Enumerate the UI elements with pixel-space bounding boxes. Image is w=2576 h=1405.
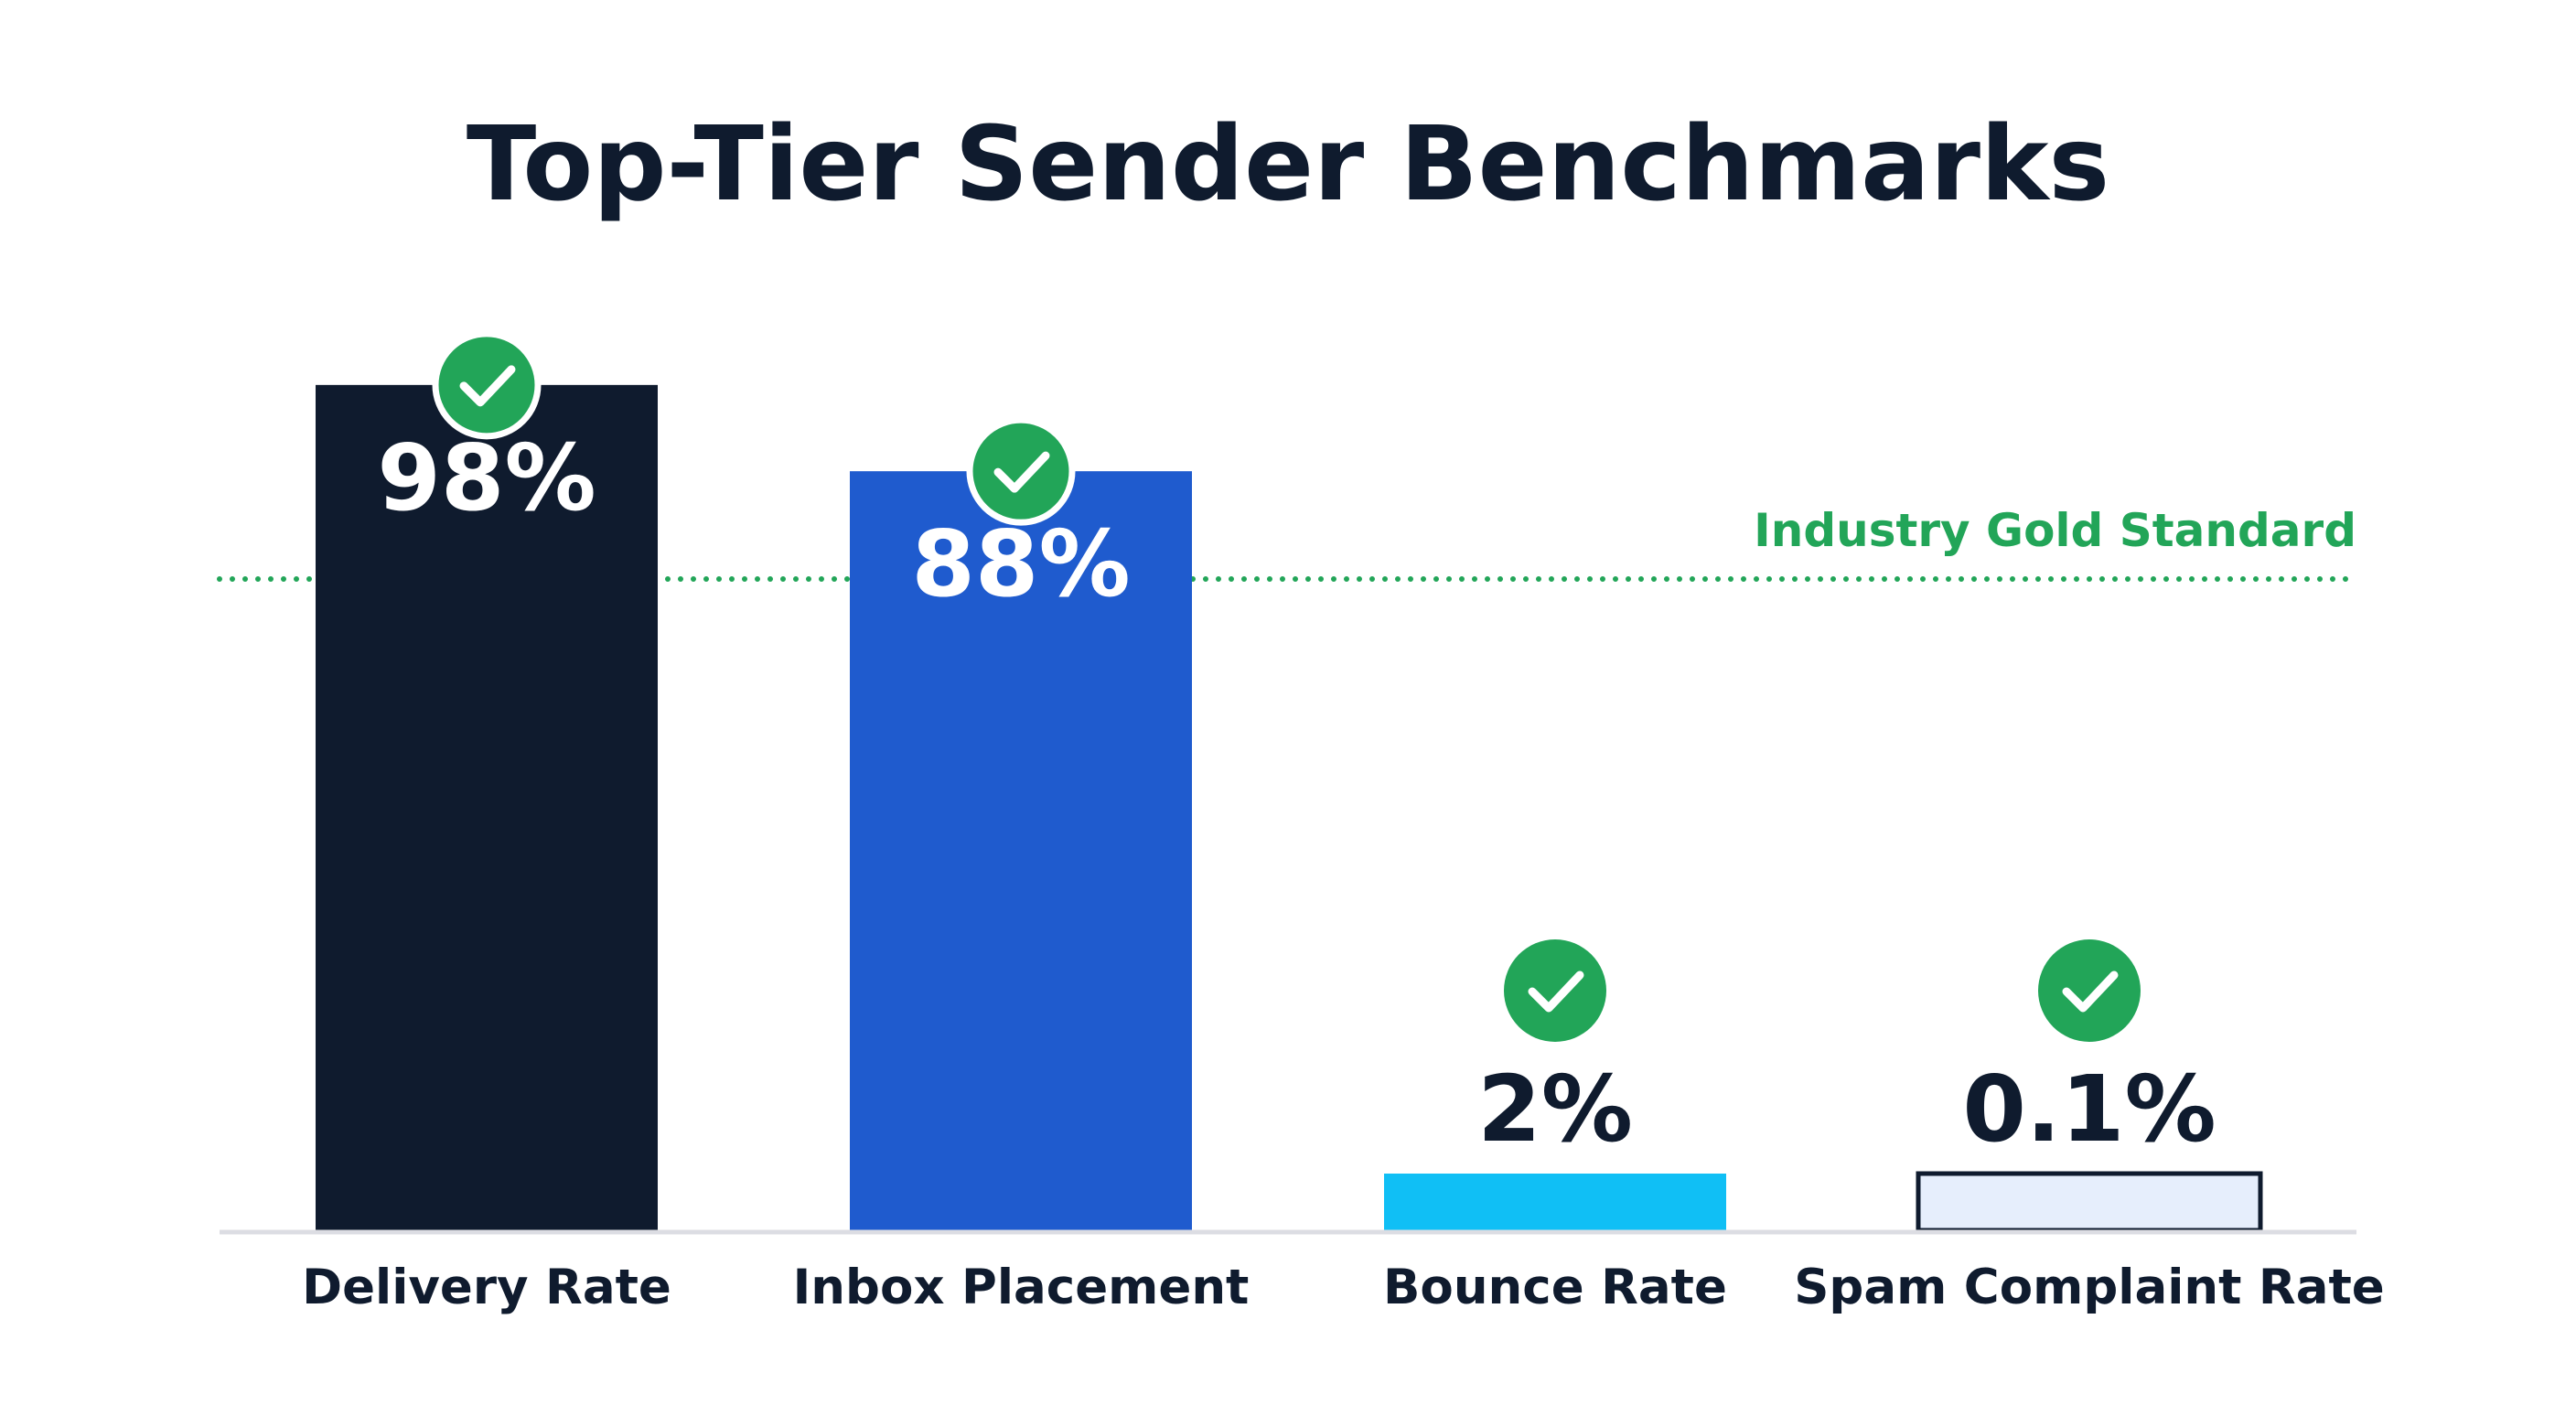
check-circle-icon xyxy=(966,416,1076,526)
check-circle-icon xyxy=(432,330,542,440)
check-badges xyxy=(432,330,2141,1042)
bar-bounce-rate xyxy=(1384,1174,1726,1230)
chart-title: Top-Tier Sender Benchmarks xyxy=(467,105,2109,224)
value-label-inbox-placement: 88% xyxy=(911,510,1130,617)
category-label-spam-complaint-rate: Spam Complaint Rate xyxy=(1794,1260,2385,1315)
reference-line-label: Industry Gold Standard xyxy=(1754,504,2356,557)
value-label-delivery-rate: 98% xyxy=(377,424,596,531)
value-label-spam-complaint-rate: 0.1% xyxy=(1962,1056,2216,1163)
check-circle-icon xyxy=(2038,939,2141,1042)
bar-delivery-rate xyxy=(316,384,658,1230)
bar-spam-complaint-rate xyxy=(1916,1171,2263,1233)
value-labels: 98% 88% 2% 0.1% xyxy=(377,424,2216,1163)
category-label-delivery-rate: Delivery Rate xyxy=(302,1260,671,1315)
category-label-bounce-rate: Bounce Rate xyxy=(1383,1260,1727,1315)
check-circle-icon xyxy=(1504,939,1606,1042)
category-label-inbox-placement: Inbox Placement xyxy=(793,1260,1250,1315)
category-labels: Delivery Rate Inbox Placement Bounce Rate S… xyxy=(302,1260,2385,1315)
value-label-bounce-rate: 2% xyxy=(1477,1056,1633,1163)
bar-inbox-placement xyxy=(850,471,1192,1230)
bars-group xyxy=(316,384,2263,1233)
